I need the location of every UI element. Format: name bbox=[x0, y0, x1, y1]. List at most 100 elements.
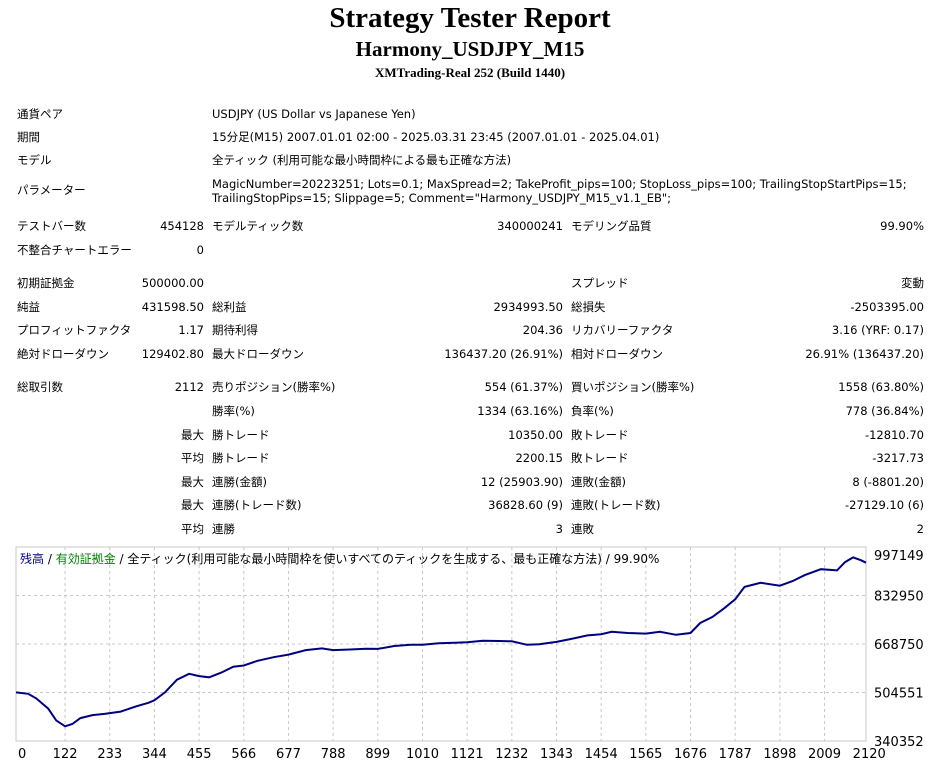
lossrate-label: 負率(%) bbox=[571, 404, 614, 418]
grid-lines bbox=[16, 546, 866, 742]
maxdd-label: 最大ドローダウン bbox=[212, 347, 304, 361]
short-label: 売りポジション(勝率%) bbox=[212, 380, 336, 394]
max-prefix-3: 最大 bbox=[181, 498, 204, 512]
winrate-value: 1334 (63.16%) bbox=[477, 404, 563, 418]
x-tick-label: 1676 bbox=[674, 747, 707, 761]
ticks-value: 340000241 bbox=[497, 219, 563, 233]
server-info: XMTrading-Real 252 (Build 1440) bbox=[374, 65, 566, 80]
deposit-value: 500000.00 bbox=[141, 276, 204, 290]
avg-consec-win-value: 3 bbox=[555, 522, 563, 536]
quality-value: 99.90% bbox=[880, 219, 924, 233]
reldd-value: 26.91% (136437.20) bbox=[805, 347, 924, 361]
recovery-value: 3.16 (YRF: 0.17) bbox=[831, 323, 924, 337]
largest-loss-label: 敗トレード bbox=[571, 428, 629, 442]
consec-loss-profit-label: 連敗(トレード数) bbox=[571, 498, 661, 512]
avg-prefix-2: 平均 bbox=[181, 522, 204, 536]
report-title: Strategy Tester Report bbox=[329, 2, 611, 34]
avg-consec-loss-label: 連敗 bbox=[571, 522, 594, 536]
netprofit-label: 純益 bbox=[17, 300, 40, 314]
mismatch-value: 0 bbox=[196, 243, 204, 257]
x-tick-label: 788 bbox=[321, 747, 346, 761]
grossloss-label: 総損失 bbox=[571, 300, 606, 314]
mismatch-label: 不整合チャートエラー bbox=[17, 243, 132, 257]
consec-loss-amt-label: 連敗(金額) bbox=[571, 475, 626, 489]
largest-win-value: 10350.00 bbox=[508, 428, 563, 442]
legend-equity: 有効証拠金 bbox=[56, 551, 116, 566]
x-tick-label: 2009 bbox=[808, 747, 841, 761]
legend-sep-1: / bbox=[44, 552, 56, 566]
pf-value: 1.17 bbox=[178, 323, 204, 337]
reldd-label: 相対ドローダウン bbox=[571, 347, 663, 361]
x-tick-label: 122 bbox=[53, 747, 78, 761]
consec-loss-profit-value: -27129.10 (6) bbox=[845, 498, 924, 512]
x-tick-label: 566 bbox=[231, 747, 256, 761]
x-tick-label: 1343 bbox=[540, 747, 573, 761]
max-prefix-2: 最大 bbox=[181, 475, 204, 489]
avg-win-label: 勝トレード bbox=[212, 451, 270, 465]
long-value: 1558 (63.80%) bbox=[838, 380, 924, 394]
model-label: モデル bbox=[17, 153, 52, 167]
largest-win-label: 勝トレード bbox=[212, 428, 270, 442]
avg-prefix: 平均 bbox=[181, 451, 204, 465]
spread-value: 変動 bbox=[901, 276, 924, 290]
largest-loss-value: -12810.70 bbox=[864, 428, 924, 442]
y-tick-labels: 997149 832950 668750 504551 340352 bbox=[874, 549, 924, 750]
x-tick-label: 1787 bbox=[719, 747, 752, 761]
bars-value: 454128 bbox=[160, 219, 204, 233]
params-label: パラメーター bbox=[17, 183, 86, 197]
consec-win-amt-value: 12 (25903.90) bbox=[480, 475, 563, 489]
params-line-2: TrailingStopPips=15; Slippage=5; Comment… bbox=[212, 191, 672, 205]
x-tick-label: 677 bbox=[276, 747, 301, 761]
y-tick-label: 997149 bbox=[874, 549, 924, 564]
x-tick-label: 2120 bbox=[853, 747, 886, 761]
grossloss-value: -2503395.00 bbox=[850, 300, 924, 314]
balance-chart-svg: 997149 832950 668750 504551 340352 0 122 233 34… bbox=[15, 546, 924, 761]
netprofit-value: 431598.50 bbox=[141, 300, 204, 314]
total-trades-label: 総取引数 bbox=[17, 380, 63, 394]
short-value: 554 (61.37%) bbox=[484, 380, 563, 394]
x-tick-label: 1232 bbox=[495, 747, 528, 761]
avg-consec-loss-value: 2 bbox=[916, 522, 924, 536]
period-value: 15分足(M15) 2007.01.01 02:00 - 2025.03.31 … bbox=[212, 130, 660, 144]
absdd-label: 絶対ドローダウン bbox=[17, 347, 109, 361]
grossprofit-label: 総利益 bbox=[212, 300, 247, 314]
x-tick-label: 1121 bbox=[451, 747, 484, 761]
x-tick-label: 0 bbox=[18, 747, 26, 761]
x-tick-labels: 0 122 233 344 455 566 677 788 899 1010 1121 1232 134… bbox=[18, 747, 886, 761]
consec-win-amt-label: 連勝(金額) bbox=[212, 475, 267, 489]
total-trades-value: 2112 bbox=[174, 380, 204, 394]
x-tick-label: 1898 bbox=[763, 747, 796, 761]
params-line-1: MagicNumber=20223251; Lots=0.1; MaxSprea… bbox=[212, 177, 907, 191]
chart-legend: 残高 / 有効証拠金 / 全ティック(利用可能な最小時間枠を使いすべてのティック… bbox=[20, 551, 659, 566]
model-value: 全ティック (利用可能な最小時間枠による最も正確な方法) bbox=[212, 153, 512, 167]
payoff-label: 期待利得 bbox=[212, 323, 258, 337]
pair-label: 通貨ペア bbox=[17, 107, 63, 121]
long-label: 買いポジション(勝率%) bbox=[571, 380, 695, 394]
legend-balance: 残高 bbox=[20, 551, 44, 566]
bars-label: テストバー数 bbox=[17, 219, 86, 233]
deposit-label: 初期証拠金 bbox=[17, 276, 75, 290]
avg-consec-win-label: 連勝 bbox=[212, 522, 235, 536]
maxdd-value: 136437.20 (26.91%) bbox=[444, 347, 563, 361]
avg-loss-value: -3217.73 bbox=[872, 451, 924, 465]
y-tick-label: 668750 bbox=[874, 638, 924, 653]
x-tick-label: 233 bbox=[97, 747, 122, 761]
consec-win-profit-value: 36828.60 (9) bbox=[488, 498, 563, 512]
period-label: 期間 bbox=[17, 130, 40, 144]
x-tick-label: 1454 bbox=[585, 747, 618, 761]
consec-loss-amt-value: 8 (-8801.20) bbox=[852, 475, 924, 489]
absdd-value: 129402.80 bbox=[141, 347, 204, 361]
y-tick-label: 832950 bbox=[874, 589, 924, 604]
balance-series-line bbox=[15, 556, 867, 728]
grossprofit-value: 2934993.50 bbox=[493, 300, 563, 314]
x-tick-label: 455 bbox=[187, 747, 212, 761]
x-tick-label: 344 bbox=[142, 747, 167, 761]
y-tick-label: 504551 bbox=[874, 687, 924, 702]
y-tick-label: 340352 bbox=[874, 735, 924, 750]
recovery-label: リカバリーファクタ bbox=[571, 323, 674, 337]
max-prefix: 最大 bbox=[181, 428, 204, 442]
winrate-label: 勝率(%) bbox=[212, 404, 255, 418]
balance-chart: 997149 832950 668750 504551 340352 0 122 233 34… bbox=[14, 545, 934, 761]
legend-sep-2: / bbox=[116, 552, 128, 566]
legend-model-desc: 全ティック(利用可能な最小時間枠を使いすべてのティックを生成する、最も正確な方法… bbox=[127, 551, 659, 566]
